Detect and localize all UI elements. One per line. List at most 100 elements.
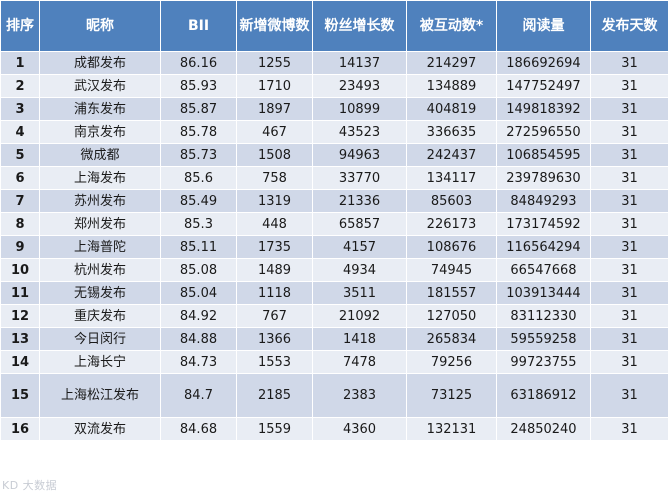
cell-new-posts: 1366 (236, 327, 313, 351)
cell-bii: 84.88 (160, 327, 237, 351)
cell-days: 31 (590, 417, 669, 441)
cell-days: 31 (590, 373, 669, 418)
cell-rank: 2 (0, 74, 40, 98)
cell-reads: 106854595 (496, 143, 591, 167)
cell-new-posts: 1897 (236, 97, 313, 121)
cell-interactions: 134117 (406, 166, 497, 190)
cell-reads: 84849293 (496, 189, 591, 213)
cell-interactions: 74945 (406, 258, 497, 282)
table-row: 5 微成都 85.73 1508 94963 242437 106854595 31 (0, 143, 669, 167)
cell-rank: 15 (0, 373, 40, 418)
cell-reads: 272596550 (496, 120, 591, 144)
header-row: 排序 昵称 BII 新增微博数 粉丝增长数 被互动数* 阅读量 发布天数 (0, 0, 669, 52)
cell-new-posts: 758 (236, 166, 313, 190)
cell-nickname: 南京发布 (39, 120, 161, 144)
cell-nickname: 上海普陀 (39, 235, 161, 259)
cell-rank: 5 (0, 143, 40, 167)
cell-bii: 86.16 (160, 51, 237, 75)
cell-days: 31 (590, 166, 669, 190)
table-row: 11 无锡发布 85.04 1118 3511 181557 103913444 31 (0, 281, 669, 305)
table-row: 7 苏州发布 85.49 1319 21336 85603 84849293 31 (0, 189, 669, 213)
cell-follower-growth: 4157 (312, 235, 407, 259)
cell-new-posts: 1489 (236, 258, 313, 282)
cell-reads: 239789630 (496, 166, 591, 190)
cell-new-posts: 767 (236, 304, 313, 328)
cell-follower-growth: 94963 (312, 143, 407, 167)
cell-bii: 85.49 (160, 189, 237, 213)
cell-days: 31 (590, 120, 669, 144)
cell-bii: 85.73 (160, 143, 237, 167)
cell-nickname: 微成都 (39, 143, 161, 167)
cell-follower-growth: 4934 (312, 258, 407, 282)
cell-rank: 8 (0, 212, 40, 236)
cell-nickname: 双流发布 (39, 417, 161, 441)
cell-reads: 186692694 (496, 51, 591, 75)
cell-reads: 83112330 (496, 304, 591, 328)
table-row: 6 上海发布 85.6 758 33770 134117 239789630 31 (0, 166, 669, 190)
cell-follower-growth: 33770 (312, 166, 407, 190)
cell-interactions: 127050 (406, 304, 497, 328)
header-rank: 排序 (0, 0, 40, 52)
cell-rank: 14 (0, 350, 40, 374)
cell-bii: 85.08 (160, 258, 237, 282)
cell-interactions: 265834 (406, 327, 497, 351)
cell-new-posts: 448 (236, 212, 313, 236)
table-row: 3 浦东发布 85.87 1897 10899 404819 149818392 31 (0, 97, 669, 121)
cell-new-posts: 1710 (236, 74, 313, 98)
cell-rank: 4 (0, 120, 40, 144)
cell-follower-growth: 1418 (312, 327, 407, 351)
table-row: 14 上海长宁 84.73 1553 7478 79256 99723755 31 (0, 350, 669, 374)
table-row: 12 重庆发布 84.92 767 21092 127050 83112330 31 (0, 304, 669, 328)
table-row: 13 今日闵行 84.88 1366 1418 265834 59559258 31 (0, 327, 669, 351)
cell-bii: 85.87 (160, 97, 237, 121)
header-follower-growth: 粉丝增长数 (312, 0, 407, 52)
cell-rank: 7 (0, 189, 40, 213)
header-reads: 阅读量 (496, 0, 591, 52)
cell-interactions: 134889 (406, 74, 497, 98)
cell-nickname: 今日闵行 (39, 327, 161, 351)
table-row: 10 杭州发布 85.08 1489 4934 74945 66547668 31 (0, 258, 669, 282)
cell-bii: 85.78 (160, 120, 237, 144)
cell-days: 31 (590, 143, 669, 167)
cell-rank: 12 (0, 304, 40, 328)
cell-interactions: 181557 (406, 281, 497, 305)
cell-follower-growth: 7478 (312, 350, 407, 374)
cell-rank: 16 (0, 417, 40, 441)
cell-bii: 85.11 (160, 235, 237, 259)
header-days: 发布天数 (590, 0, 669, 52)
header-nickname: 昵称 (39, 0, 161, 52)
cell-rank: 9 (0, 235, 40, 259)
cell-new-posts: 1319 (236, 189, 313, 213)
cell-days: 31 (590, 189, 669, 213)
cell-new-posts: 2185 (236, 373, 313, 418)
cell-interactions: 214297 (406, 51, 497, 75)
cell-reads: 63186912 (496, 373, 591, 418)
cell-days: 31 (590, 281, 669, 305)
cell-interactions: 85603 (406, 189, 497, 213)
cell-rank: 1 (0, 51, 40, 75)
cell-reads: 59559258 (496, 327, 591, 351)
cell-bii: 85.93 (160, 74, 237, 98)
cell-interactions: 226173 (406, 212, 497, 236)
cell-new-posts: 1735 (236, 235, 313, 259)
cell-bii: 84.7 (160, 373, 237, 418)
table-row: 8 郑州发布 85.3 448 65857 226173 173174592 31 (0, 212, 669, 236)
header-bii: BII (160, 0, 237, 52)
cell-reads: 99723755 (496, 350, 591, 374)
cell-days: 31 (590, 258, 669, 282)
cell-new-posts: 1118 (236, 281, 313, 305)
cell-follower-growth: 21336 (312, 189, 407, 213)
cell-bii: 85.04 (160, 281, 237, 305)
table-row: 2 武汉发布 85.93 1710 23493 134889 147752497 31 (0, 74, 669, 98)
cell-rank: 13 (0, 327, 40, 351)
cell-interactions: 73125 (406, 373, 497, 418)
cell-bii: 84.92 (160, 304, 237, 328)
cell-nickname: 苏州发布 (39, 189, 161, 213)
cell-days: 31 (590, 350, 669, 374)
ranking-table: 排序 昵称 BII 新增微博数 粉丝增长数 被互动数* 阅读量 发布天数 1 成都… (0, 0, 669, 441)
cell-nickname: 浦东发布 (39, 97, 161, 121)
cell-reads: 24850240 (496, 417, 591, 441)
table-row: 9 上海普陀 85.11 1735 4157 108676 116564294 31 (0, 235, 669, 259)
cell-rank: 3 (0, 97, 40, 121)
cell-days: 31 (590, 235, 669, 259)
